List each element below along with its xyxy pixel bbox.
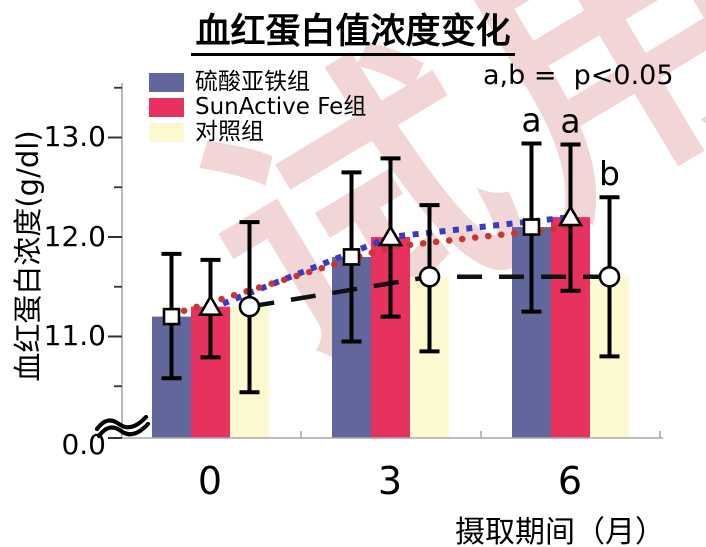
legend-label: 对照组 — [195, 119, 264, 145]
legend-item-ferrous-sulfate: 硫酸亚铁组 — [149, 70, 366, 95]
significance-letter: a — [560, 101, 580, 140]
circle-marker-对照组 — [418, 265, 441, 288]
y-tick-label-12: 12.0 — [43, 220, 106, 253]
circle-marker-对照组 — [238, 295, 261, 318]
x-axis-title: 摄取期间（月） — [455, 515, 665, 547]
page-title-text: 血红蛋白值浓度变化 — [191, 12, 515, 56]
significance-letter: a — [521, 100, 541, 139]
x-tick-label-month6: 6 — [557, 459, 583, 503]
legend-item-control: 对照组 — [149, 120, 366, 145]
triangle-marker-SunActive Fe组 — [197, 294, 224, 316]
legend-label: SunActive Fe组 — [195, 94, 367, 120]
red-dotted-trend — [168, 223, 574, 318]
y-axis-title: 血红蛋白浓度(g/dl) — [11, 130, 45, 382]
axes-group — [94, 83, 663, 439]
significance-letters-group: a ab — [521, 100, 620, 193]
square-marker-硫酸亚铁组 — [522, 218, 541, 236]
triangle-marker-SunActive Fe组 — [377, 224, 404, 247]
square-marker-硫酸亚铁组 — [162, 307, 181, 326]
x-tick-label-month0: 0 — [197, 459, 223, 503]
triangle-marker-SunActive Fe组 — [557, 204, 584, 227]
y-tick-label-11: 11.0 — [43, 319, 106, 352]
significance-note: a,b = p<0.05 — [483, 60, 674, 91]
y-tick-label-13: 13.0 — [43, 120, 106, 153]
x-tick-label-month3: 3 — [377, 459, 403, 503]
circle-marker-对照组 — [598, 265, 621, 288]
y-tick-label-0: 0.0 — [61, 428, 106, 461]
significance-letter: b — [599, 154, 620, 193]
axis-break-icon — [94, 414, 149, 432]
legend-label: 硫酸亚铁组 — [195, 69, 310, 95]
chart-legend: 硫酸亚铁组 SunActive Fe组 对照组 — [149, 70, 366, 145]
legend-swatch-sunactive-fe — [149, 98, 184, 117]
markers-group — [162, 204, 621, 326]
legend-swatch-control — [149, 123, 184, 142]
bars-group — [152, 217, 629, 438]
axis-break-icon — [96, 421, 151, 439]
square-marker-硫酸亚铁组 — [342, 248, 361, 266]
page-title: 血红蛋白值浓度变化 — [0, 3, 706, 56]
legend-swatch-ferrous-sulfate — [149, 73, 184, 92]
legend-item-sunactive-fe: SunActive Fe组 — [149, 95, 366, 120]
